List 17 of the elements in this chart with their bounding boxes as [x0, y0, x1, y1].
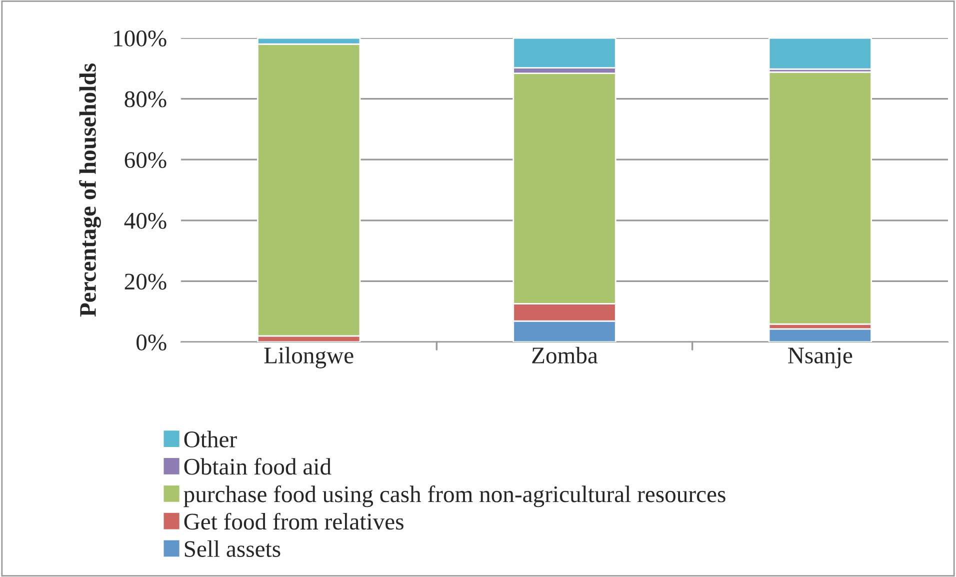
bar	[768, 328, 872, 342]
y-tick-label: 0%	[136, 334, 166, 350]
y-tick-label: 60%	[124, 152, 166, 168]
x-tick-label: Lilongwe	[264, 346, 354, 368]
legend-label: Sell assets	[184, 540, 280, 557]
x-tick-label: Zomba	[532, 346, 598, 364]
y-tick-label: 40%	[124, 212, 166, 229]
y-tick-label: 20%	[124, 274, 166, 290]
legend-label: Get food from relatives	[184, 512, 404, 530]
bar	[768, 38, 872, 70]
y-tick-label: 100%	[114, 30, 166, 46]
legend-label: Other	[184, 430, 237, 448]
x-tick-label: Nsanje	[788, 348, 852, 368]
y-tick-label: 80%	[124, 91, 166, 108]
y-axis-title: Percentage of households	[79, 64, 101, 317]
legend-label: Obtain food aid	[184, 458, 332, 475]
legend-label: purchase food using cash from non-agricultural resources	[184, 485, 726, 508]
